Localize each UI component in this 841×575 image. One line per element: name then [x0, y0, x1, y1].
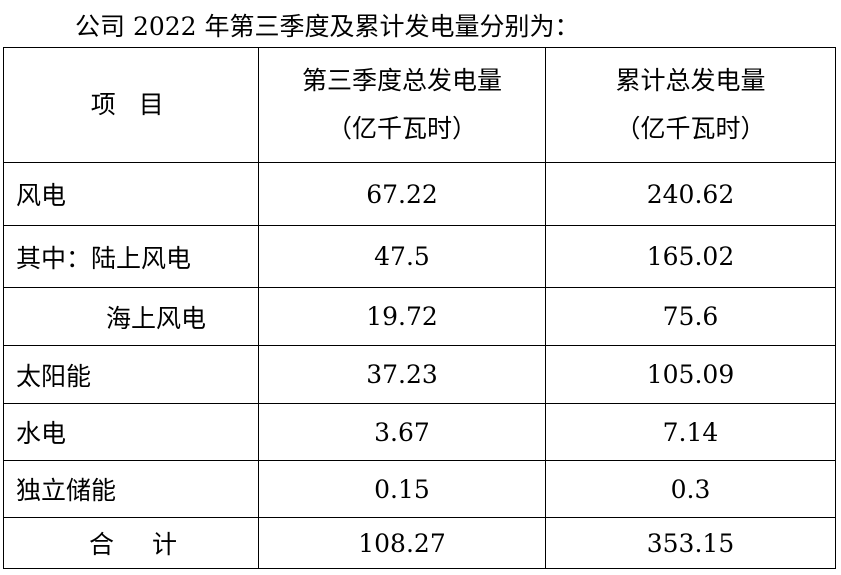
row: 海上风电 19.72 75.6	[3, 287, 836, 346]
cell: 0.3	[545, 460, 836, 518]
cell: 47.5	[258, 225, 546, 288]
cell: 3.67	[258, 403, 546, 461]
table: 项 目 第三季度总发电量 （亿千瓦时） 累计总发电量 （亿千瓦时） 风电 67.22 240.…	[3, 47, 836, 569]
cell: 19.72	[258, 287, 546, 346]
cell: 108.27	[258, 517, 546, 569]
title: 公司 2022 年第三季度及累计发电量分别为：	[75, 12, 580, 41]
header-row: 项 目 第三季度总发电量 （亿千瓦时） 累计总发电量 （亿千瓦时）	[3, 47, 836, 163]
header-cell: 项 目	[3, 47, 259, 163]
header-text: 累计总发电量	[615, 66, 766, 95]
cell: 7.14	[545, 403, 836, 461]
cell: 105.09	[545, 345, 836, 404]
table-body: 项 目 第三季度总发电量 （亿千瓦时） 累计总发电量 （亿千瓦时） 风电 67.22 240.…	[3, 47, 836, 569]
row-label: 风电	[3, 162, 259, 226]
header-cell: 第三季度总发电量 （亿千瓦时）	[258, 47, 546, 163]
cell: 165.02	[545, 225, 836, 288]
header-text: （亿千瓦时）	[326, 114, 477, 143]
row-label: 水电	[3, 403, 259, 461]
row: 其中：陆上风电 47.5 165.02	[3, 225, 836, 288]
row-label: 太阳能	[3, 345, 259, 404]
row: 水电 3.67 7.14	[3, 403, 836, 461]
header-cell: 累计总发电量 （亿千瓦时）	[545, 47, 836, 163]
cell: 75.6	[545, 287, 836, 346]
cell: 240.62	[545, 162, 836, 226]
row: 合 计 108.27 353.15	[3, 517, 836, 569]
header-text: 第三季度总发电量	[301, 66, 502, 95]
cell: 0.15	[258, 460, 546, 518]
cell: 67.22	[258, 162, 546, 226]
row-label: 独立储能	[3, 460, 259, 518]
cell: 37.23	[258, 345, 546, 404]
row: 独立储能 0.15 0.3	[3, 460, 836, 518]
row-label: 海上风电	[3, 287, 259, 346]
row-label: 合 计	[3, 517, 259, 569]
row: 太阳能 37.23 105.09	[3, 345, 836, 404]
row: 风电 67.22 240.62	[3, 162, 836, 226]
row-label: 其中：陆上风电	[3, 225, 259, 288]
cell: 353.15	[545, 517, 836, 569]
header-text: 项 目	[90, 90, 172, 119]
header-text: （亿千瓦时）	[615, 114, 766, 143]
